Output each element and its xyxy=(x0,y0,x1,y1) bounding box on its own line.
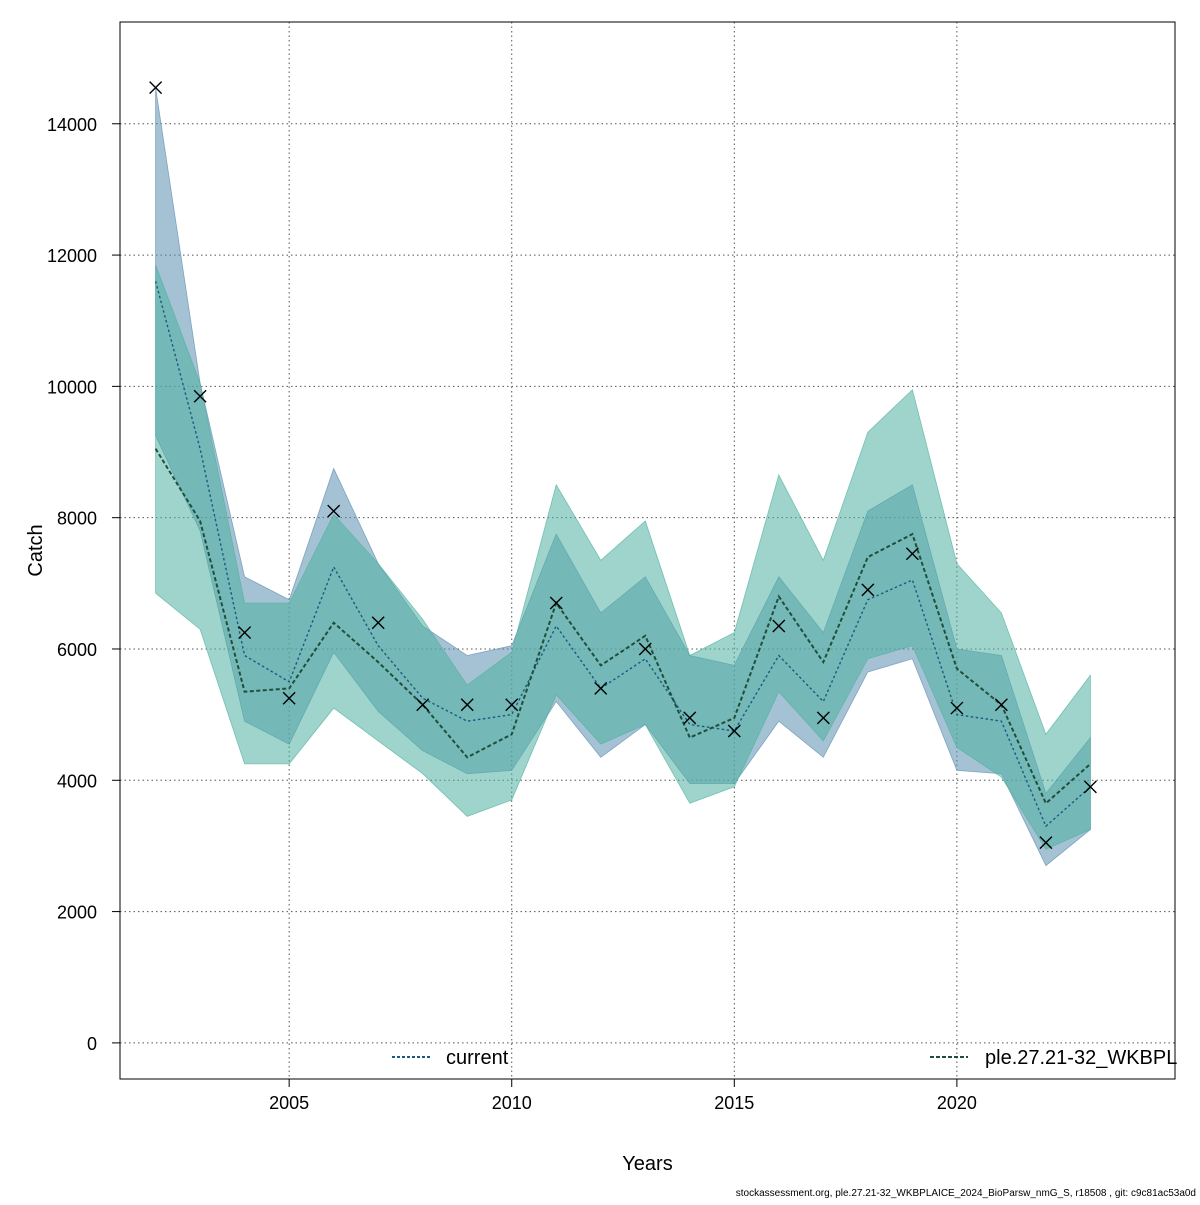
observation-marker-stroke xyxy=(772,619,786,633)
observation-marker-stroke xyxy=(549,596,563,610)
x-tick-label: 2010 xyxy=(492,1093,532,1113)
series-line-wkbpl xyxy=(154,448,1092,805)
legend: current ple.27.21-32_WKBPL xyxy=(392,1047,1177,1069)
y-tick-label: 12000 xyxy=(47,246,97,266)
legend-label: ple.27.21-32_WKBPL xyxy=(985,1047,1177,1069)
observation-marker xyxy=(460,698,474,712)
legend-entry: ple.27.21-32_WKBPL xyxy=(930,1047,1177,1069)
observation-marker xyxy=(238,626,252,640)
observation-marker-stroke xyxy=(460,698,474,712)
series-lines xyxy=(154,281,1092,828)
series-line-current xyxy=(154,281,1091,828)
y-tick-label: 8000 xyxy=(57,509,97,529)
y-tick-label: 14000 xyxy=(47,115,97,135)
x-axis-ticks: 2005 2010 2015 2020 xyxy=(269,1079,977,1113)
observation-marker-stroke xyxy=(905,547,919,561)
observation-marker-stroke xyxy=(505,698,519,712)
observation-marker-stroke xyxy=(371,616,385,630)
observation-marker-stroke xyxy=(994,698,1008,712)
gridlines xyxy=(120,22,1175,1079)
observation-marker xyxy=(683,711,697,725)
observation-marker-stroke xyxy=(683,711,697,725)
observation-marker-stroke xyxy=(594,681,608,695)
observation-marker xyxy=(994,698,1008,712)
observation-marker xyxy=(371,616,385,630)
x-axis-title: Years xyxy=(622,1153,672,1175)
observation-marker-stroke xyxy=(193,389,207,403)
observation-marker xyxy=(327,504,341,518)
observation-marker-stroke xyxy=(1083,780,1097,794)
observation-markers xyxy=(149,81,1097,850)
observation-marker-stroke xyxy=(282,691,296,705)
observation-marker-stroke xyxy=(727,724,741,738)
observation-marker xyxy=(861,583,875,597)
confidence-band-wkbpl xyxy=(155,264,1091,850)
observation-marker-stroke xyxy=(1039,836,1053,850)
observation-marker-stroke xyxy=(416,698,430,712)
observation-marker xyxy=(416,698,430,712)
observation-marker xyxy=(1039,836,1053,850)
y-tick-label: 2000 xyxy=(57,903,97,923)
observation-marker xyxy=(816,711,830,725)
x-tick-label: 2015 xyxy=(714,1093,754,1113)
confidence-bands xyxy=(155,87,1091,867)
observation-marker xyxy=(772,619,786,633)
plot-frame xyxy=(119,21,1176,1080)
y-tick-label: 6000 xyxy=(57,640,97,660)
observation-marker xyxy=(950,701,964,715)
observation-marker xyxy=(549,596,563,610)
y-tick-label: 0 xyxy=(87,1034,97,1054)
observation-marker-stroke xyxy=(861,583,875,597)
observation-marker-stroke xyxy=(238,626,252,640)
x-tick-label: 2020 xyxy=(937,1093,977,1113)
observation-marker-stroke xyxy=(327,504,341,518)
observation-marker xyxy=(282,691,296,705)
observation-marker xyxy=(594,681,608,695)
observation-marker-stroke xyxy=(950,701,964,715)
observation-marker-stroke xyxy=(149,81,163,95)
observation-marker-stroke xyxy=(816,711,830,725)
observation-marker xyxy=(727,724,741,738)
footer-credit: stockassessment.org, ple.27.21-32_WKBPLA… xyxy=(736,1188,1196,1199)
legend-label: current xyxy=(446,1047,509,1069)
legend-entry: current xyxy=(392,1047,509,1069)
observation-marker-stroke xyxy=(638,642,652,656)
y-tick-label: 4000 xyxy=(57,771,97,791)
x-tick-label: 2005 xyxy=(269,1093,309,1113)
y-axis-ticks: 0 2000 4000 6000 8000 10000 12000 14000 xyxy=(47,115,120,1054)
observation-marker xyxy=(149,81,163,95)
observation-marker xyxy=(638,642,652,656)
observation-marker xyxy=(1083,780,1097,794)
observation-marker xyxy=(505,698,519,712)
y-tick-label: 10000 xyxy=(47,377,97,397)
y-axis-title: Catch xyxy=(25,524,47,576)
observation-marker xyxy=(905,547,919,561)
observation-marker xyxy=(193,389,207,403)
